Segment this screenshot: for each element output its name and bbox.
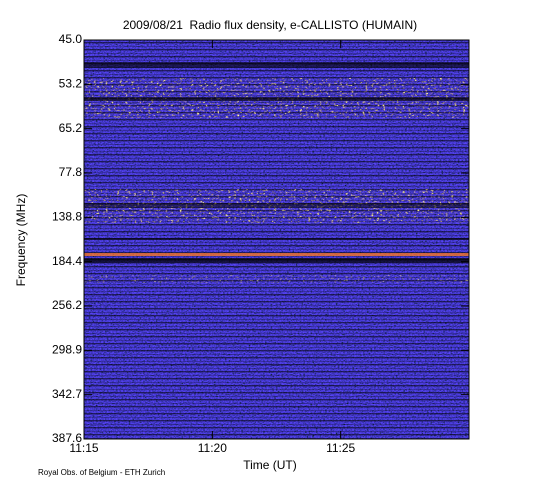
y-tick-label: 138.8 <box>52 210 82 224</box>
y-tick-label: 45.0 <box>59 32 83 46</box>
y-tick-label: 387.6 <box>52 431 82 445</box>
y-axis-label: Frequency (MHz) <box>14 194 28 287</box>
y-tick-label: 65.2 <box>59 121 83 135</box>
y-tick-label: 184.4 <box>52 254 82 268</box>
chart-title: 2009/08/21 Radio flux density, e-CALLIST… <box>123 18 417 32</box>
y-tick-label: 256.2 <box>52 298 82 312</box>
footnote: Royal Obs. of Belgium - ETH Zurich <box>38 468 165 477</box>
y-tick-label: 77.8 <box>59 165 83 179</box>
y-tick-label: 298.9 <box>52 343 82 357</box>
x-axis-label: Time (UT) <box>243 458 297 472</box>
x-tick-label: 11:20 <box>198 441 227 455</box>
spectrogram-image <box>84 40 469 439</box>
plot-frame <box>83 39 470 440</box>
x-tick-label: 11:25 <box>326 441 355 455</box>
x-tick-label: 11:15 <box>69 441 98 455</box>
y-tick-label: 53.2 <box>59 77 83 91</box>
y-tick-label: 342.7 <box>52 387 82 401</box>
